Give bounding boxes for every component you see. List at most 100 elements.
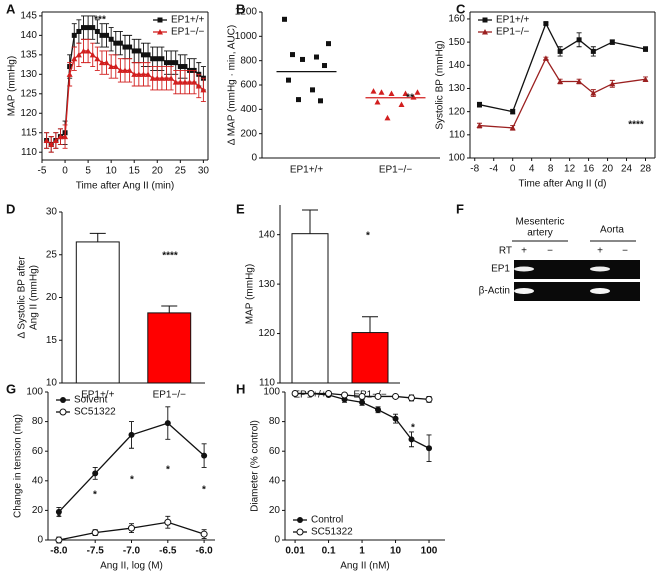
- marker: [81, 25, 86, 31]
- y-tick-label: 80: [32, 416, 44, 427]
- marker: [482, 17, 488, 23]
- marker: [104, 32, 110, 38]
- marker: [117, 40, 123, 46]
- x-tick-label: 0: [510, 164, 516, 175]
- marker: [590, 90, 597, 96]
- marker: [157, 29, 163, 35]
- x-tick-label: -5: [38, 166, 47, 177]
- panel: A 110 115 120 125 130 135 140 145 -5 0 5 10 15 20 25 30 T…: [6, 1, 209, 191]
- marker: [296, 97, 301, 103]
- gel-lane: +: [597, 246, 603, 257]
- marker: [286, 77, 291, 83]
- y-tick-label: 120: [20, 108, 37, 119]
- marker: [374, 392, 382, 400]
- x-tick-label: -8.0: [50, 546, 68, 557]
- marker: [510, 109, 516, 115]
- x-tick-label: EP1−/−: [379, 165, 413, 176]
- marker: [76, 28, 82, 34]
- marker: [103, 59, 110, 66]
- x-tick-label: 1: [359, 546, 365, 557]
- error-bar: [302, 209, 318, 234]
- annotation: *: [366, 231, 370, 242]
- x-tick-label: 0: [62, 166, 68, 177]
- y-tick-label: 145: [20, 11, 37, 22]
- marker: [370, 88, 377, 94]
- x-tick-label: -6.5: [159, 546, 177, 557]
- x-tick-label: 10: [390, 546, 402, 557]
- marker: [66, 71, 73, 77]
- marker: [128, 524, 135, 532]
- marker: [89, 51, 96, 58]
- bar: [147, 312, 192, 384]
- marker: [145, 52, 151, 58]
- x-tick-label: 0.1: [322, 546, 336, 557]
- marker: [131, 48, 137, 54]
- x-tick-label: 100: [421, 546, 438, 557]
- y-tick-label: 130: [258, 279, 275, 290]
- x-tick-label: 30: [198, 166, 210, 177]
- marker: [158, 75, 165, 81]
- gel-row: EP1: [491, 264, 510, 275]
- y-tick-label: 100: [263, 387, 280, 398]
- marker: [398, 101, 405, 107]
- y-tick-label: 130: [20, 69, 37, 80]
- marker: [191, 79, 198, 85]
- gel-panel: F Mesenteric artery Aorta RT + − + − EP1…: [456, 201, 640, 301]
- x-tick-label: EP1−/−: [153, 390, 187, 401]
- marker: [164, 518, 172, 526]
- series-line: [479, 21, 646, 113]
- y-tick-label: 40: [269, 475, 281, 486]
- marker: [642, 76, 649, 82]
- marker: [135, 71, 142, 77]
- y-axis-label: Δ Systolic BP after: [17, 256, 28, 339]
- marker: [542, 55, 549, 61]
- x-tick-label: 5: [85, 166, 91, 177]
- y-tick-label: 110: [259, 378, 275, 389]
- marker: [60, 397, 66, 403]
- marker: [145, 71, 152, 77]
- marker: [71, 55, 78, 62]
- x-tick-label: 28: [640, 164, 652, 175]
- marker: [52, 137, 59, 144]
- marker: [590, 48, 596, 54]
- error-bar: [89, 232, 106, 242]
- marker: [378, 89, 385, 95]
- marker: [509, 124, 516, 131]
- marker: [201, 452, 208, 459]
- annotation: *: [130, 475, 134, 486]
- y-tick-label: 60: [32, 446, 44, 457]
- annotation: **: [406, 93, 414, 104]
- marker: [195, 83, 202, 89]
- y-tick-label: 160: [448, 14, 465, 25]
- x-tick-label: 10: [106, 166, 118, 177]
- marker: [98, 59, 105, 66]
- marker: [164, 60, 169, 66]
- y-tick-label: 40: [32, 475, 44, 486]
- marker: [157, 17, 163, 23]
- panel-letter: G: [6, 381, 16, 396]
- marker: [113, 40, 119, 46]
- error-bar: [362, 316, 378, 333]
- marker: [392, 415, 399, 422]
- x-tick-label: 4: [529, 164, 535, 175]
- y-tick-label: 100: [26, 387, 43, 398]
- marker: [402, 90, 409, 97]
- marker: [140, 71, 147, 77]
- panel-letter: B: [236, 1, 245, 16]
- marker: [136, 48, 142, 54]
- gel-row: β-Actin: [479, 286, 510, 297]
- marker: [122, 44, 128, 50]
- panel-letter: H: [236, 381, 245, 396]
- legend-label: SC51322: [74, 407, 116, 418]
- x-tick-label: -4: [489, 164, 498, 175]
- x-tick-label: 24: [621, 164, 633, 175]
- marker: [99, 32, 105, 38]
- panel: G 0 20 40 60 80 100 -8.0 -7.5 -7.0 -6.5 -6.0 Ang II,…: [6, 381, 215, 572]
- y-axis-label: Ang II (mmHg): [29, 265, 40, 330]
- marker: [291, 389, 299, 397]
- marker: [543, 21, 549, 27]
- y-tick-label: 400: [240, 104, 257, 115]
- marker: [557, 48, 563, 54]
- y-tick-label: 0: [274, 535, 280, 546]
